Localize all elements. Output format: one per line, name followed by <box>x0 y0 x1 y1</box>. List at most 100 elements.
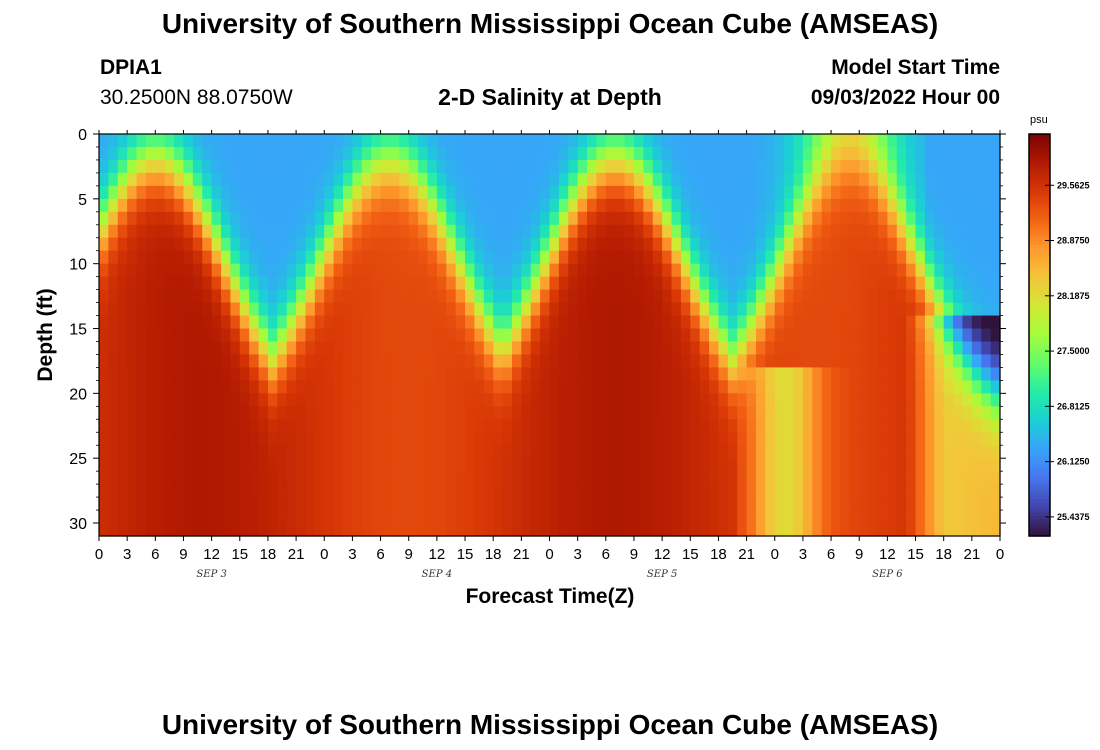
heatmap-cell <box>690 134 701 148</box>
heatmap-cell <box>361 211 372 226</box>
heatmap-cell <box>765 458 776 472</box>
heatmap-cell <box>558 134 569 148</box>
heatmap-cell <box>831 198 842 213</box>
colorbar-segment <box>1029 348 1050 353</box>
heatmap-cell <box>455 302 466 317</box>
heatmap-cell <box>915 419 926 433</box>
heatmap-cell <box>990 134 1001 148</box>
heatmap-cell <box>624 263 635 278</box>
heatmap-cell <box>802 484 813 498</box>
heatmap-cell <box>549 419 560 433</box>
heatmap-cell <box>568 198 579 213</box>
heatmap-cell <box>849 276 860 291</box>
heatmap-cell <box>202 380 213 394</box>
heatmap-cell <box>709 471 720 485</box>
heatmap-cell <box>953 302 964 317</box>
heatmap-cell <box>596 393 607 407</box>
heatmap-cell <box>802 328 813 343</box>
heatmap-cell <box>605 328 616 343</box>
heatmap-cell <box>624 510 635 524</box>
heatmap-cell <box>286 146 297 161</box>
heatmap-cell <box>540 159 551 174</box>
heatmap-cell <box>127 380 138 394</box>
heatmap-cell <box>699 406 710 420</box>
heatmap-cell <box>361 341 372 356</box>
heatmap-cell <box>380 497 391 511</box>
heatmap-cell <box>633 289 644 304</box>
heatmap-cell <box>277 276 288 291</box>
heatmap-cell <box>530 315 541 330</box>
heatmap-cell <box>530 328 541 343</box>
heatmap-cell <box>155 302 166 317</box>
heatmap-cell <box>145 237 156 252</box>
heatmap-cell <box>380 445 391 459</box>
heatmap-cell <box>192 185 203 200</box>
heatmap-cell <box>493 471 504 485</box>
heatmap-cell <box>408 172 419 187</box>
heatmap-cell <box>868 315 879 330</box>
heatmap-cell <box>389 276 400 291</box>
heatmap-cell <box>727 510 738 524</box>
heatmap-cell <box>624 134 635 148</box>
heatmap-cell <box>605 419 616 433</box>
heatmap-cell <box>221 276 231 291</box>
heatmap-cell <box>924 315 935 330</box>
heatmap-cell <box>239 198 250 213</box>
heatmap-cell <box>906 419 917 433</box>
heatmap-cell <box>408 302 419 317</box>
x-tick-label: 6 <box>376 546 384 563</box>
heatmap-cell <box>793 406 804 420</box>
heatmap-cell <box>962 315 973 330</box>
heatmap-cell <box>446 393 457 407</box>
heatmap-cell <box>971 419 982 433</box>
heatmap-cell <box>662 419 673 433</box>
heatmap-cell <box>483 134 494 148</box>
heatmap-cell <box>343 393 354 407</box>
heatmap-cell <box>690 432 701 446</box>
heatmap-cell <box>915 146 926 161</box>
heatmap-cell <box>427 354 438 369</box>
colorbar-segment <box>1029 318 1050 323</box>
heatmap-cell <box>258 315 269 330</box>
heatmap-cell <box>877 484 888 498</box>
heatmap-cell <box>155 328 166 343</box>
heatmap-cell <box>568 523 579 537</box>
heatmap-cell <box>324 172 335 187</box>
heatmap-cell <box>183 367 194 381</box>
heatmap-cell <box>784 302 795 317</box>
heatmap-cell <box>633 146 644 161</box>
heatmap-cell <box>117 393 128 407</box>
heatmap-cell <box>934 484 945 498</box>
heatmap-cell <box>324 458 335 472</box>
heatmap-cell <box>418 315 429 330</box>
heatmap-cell <box>737 185 748 200</box>
heatmap-cell <box>249 380 260 394</box>
heatmap-cell <box>389 445 400 459</box>
heatmap-cell <box>371 406 382 420</box>
heatmap-cell <box>277 432 288 446</box>
heatmap-cell <box>615 497 626 511</box>
heatmap-cell <box>521 367 532 381</box>
heatmap-cell <box>662 432 673 446</box>
heatmap-cell <box>136 471 147 485</box>
colorbar-segment <box>1029 338 1050 343</box>
heatmap-cell <box>286 198 297 213</box>
heatmap-cell <box>371 198 382 213</box>
heatmap-cell <box>755 432 766 446</box>
heatmap-cell <box>812 224 823 239</box>
heatmap-cell <box>643 354 654 369</box>
heatmap-cell <box>277 484 288 498</box>
heatmap-cell <box>192 224 203 239</box>
heatmap-cell <box>680 237 691 252</box>
heatmap-cell <box>183 497 194 511</box>
heatmap-cell <box>709 328 720 343</box>
heatmap-cell <box>371 419 382 433</box>
heatmap-cell <box>371 328 382 343</box>
heatmap-cell <box>774 315 785 330</box>
heatmap-cell <box>361 172 372 187</box>
heatmap-cell <box>596 159 607 174</box>
colorbar-segment <box>1029 371 1050 376</box>
colorbar-segment <box>1029 308 1050 313</box>
heatmap-cell <box>671 328 682 343</box>
heatmap-cell <box>483 367 494 381</box>
